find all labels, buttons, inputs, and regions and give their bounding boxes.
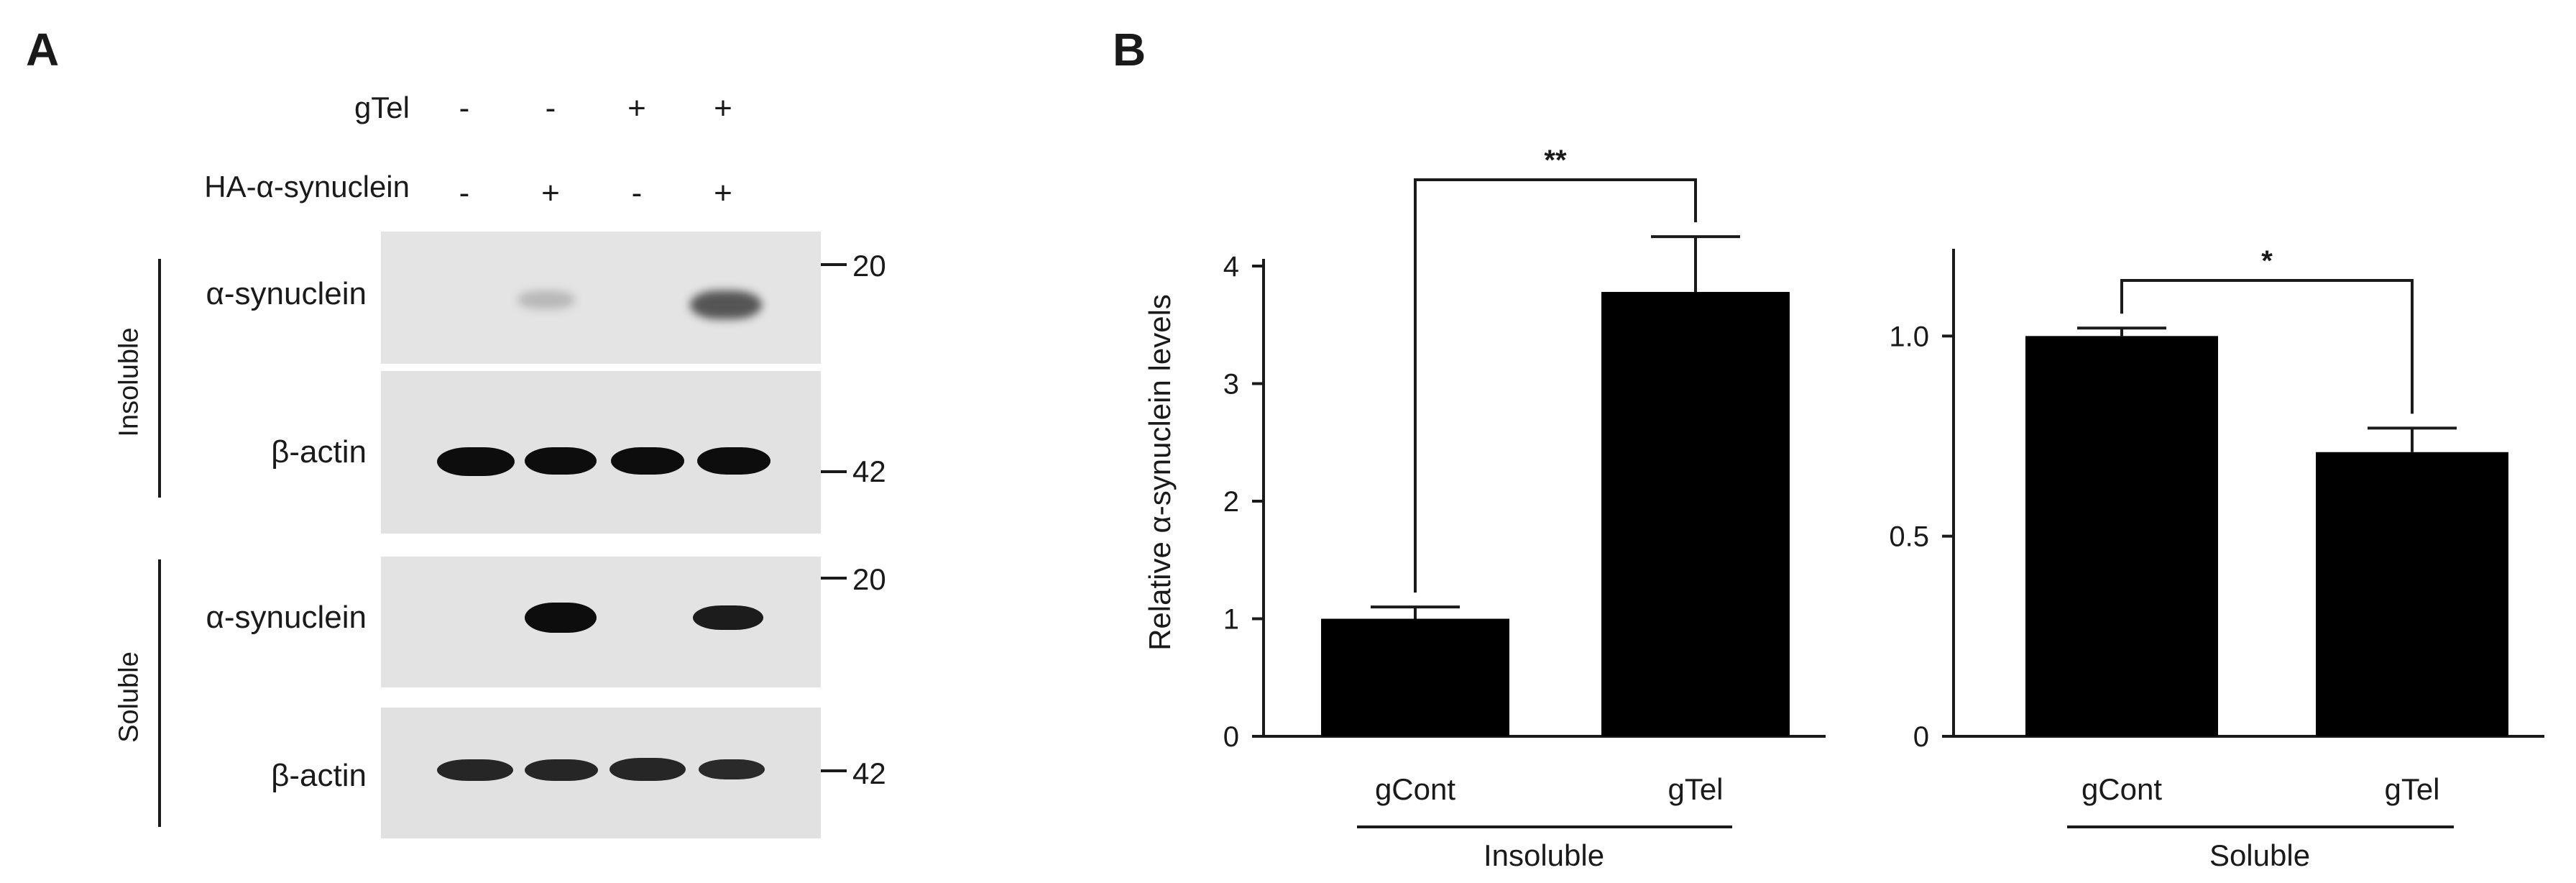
bar-gTel (1601, 291, 1790, 737)
insoluble-chart: 0 1 2 3 4 gCont gTel Insoluble ** Relative α-synu… (1143, 145, 1826, 872)
blot4-label: β-actin (271, 758, 367, 793)
y-tick-label: 2 (1223, 486, 1239, 518)
bar-gTel (2316, 452, 2508, 736)
actin-band-3 (611, 447, 684, 475)
y-tick-label: 3 (1223, 369, 1239, 401)
x-tick-label: gTel (1668, 772, 1723, 806)
blot3-label: α-synuclein (206, 600, 367, 635)
sol-actin-band-3 (610, 758, 686, 781)
gtel-row-label: gTel (354, 91, 410, 124)
blot1-marker-tick (821, 263, 847, 266)
syn-band-lane2 (525, 603, 597, 633)
bar-gCont (2025, 336, 2218, 736)
x-tick-label: gCont (1375, 772, 1455, 806)
y-tick-label: 4 (1223, 251, 1239, 283)
y-tick-label: 1 (1223, 604, 1239, 636)
significance-stars: * (2261, 245, 2273, 277)
x-tick-label: gCont (2082, 772, 2162, 806)
ha-synuclein-row-label: HA-α-synuclein (204, 170, 410, 203)
significance-bracket (2120, 279, 2414, 414)
significance-stars: ** (1544, 145, 1567, 176)
gtel-sign-lane2: - (545, 91, 556, 126)
blot-insoluble-actin (381, 371, 821, 534)
x-tick-label: gTel (2384, 772, 2439, 806)
y-tick-label: 0.5 (1889, 521, 1929, 553)
soluble-bracket (158, 559, 161, 827)
ha-sign-lane2: + (541, 175, 560, 211)
actin-band-1 (437, 447, 515, 476)
blot-soluble-actin (381, 708, 821, 838)
syn-band-lane4 (693, 605, 763, 630)
panel-b-label: B (1113, 24, 1146, 76)
blot4-marker: 42 (852, 756, 886, 790)
significance-bracket (1414, 178, 1697, 593)
blot1-label: α-synuclein (206, 276, 367, 311)
blot3-marker-tick (821, 577, 847, 580)
blot3-marker: 20 (852, 562, 886, 596)
band-lane4 (690, 290, 762, 319)
group-label: Insoluble (1484, 838, 1604, 872)
blot2-label: β-actin (271, 434, 367, 470)
actin-band-4 (697, 447, 770, 475)
band-lane2-faint (518, 290, 575, 309)
blot2-marker: 42 (852, 454, 886, 488)
gtel-sign-lane1: - (459, 91, 470, 126)
sol-actin-band-2 (525, 759, 598, 781)
soluble-chart: 0 0.5 1.0 gCont gTel Soluble * (1889, 245, 2544, 872)
sol-actin-band-1 (437, 759, 513, 781)
y-tick-label: 0 (1913, 721, 1929, 753)
group-label: Soluble (2209, 838, 2310, 872)
blot1-marker: 20 (852, 249, 886, 283)
blot4-marker-tick (821, 769, 847, 772)
ha-sign-lane1: - (459, 175, 470, 211)
blot-soluble-synuclein (381, 557, 821, 687)
sol-actin-band-4 (699, 759, 765, 779)
actin-band-2 (525, 447, 597, 475)
blot2-marker-tick (821, 470, 847, 473)
blot-insoluble-synuclein (381, 232, 821, 364)
y-tick-label: 0 (1223, 721, 1239, 753)
ha-sign-lane4: + (714, 175, 732, 211)
ha-sign-lane3: - (631, 175, 643, 211)
gtel-sign-lane3: + (627, 91, 646, 126)
panel-a-label: A (26, 24, 60, 76)
y-tick-label: 1.0 (1889, 321, 1929, 352)
y-axis-label: Relative α-synuclein levels (1143, 294, 1177, 651)
insoluble-bracket (158, 259, 161, 498)
bar-gCont (1321, 618, 1509, 736)
gtel-sign-lane4: + (714, 91, 732, 126)
